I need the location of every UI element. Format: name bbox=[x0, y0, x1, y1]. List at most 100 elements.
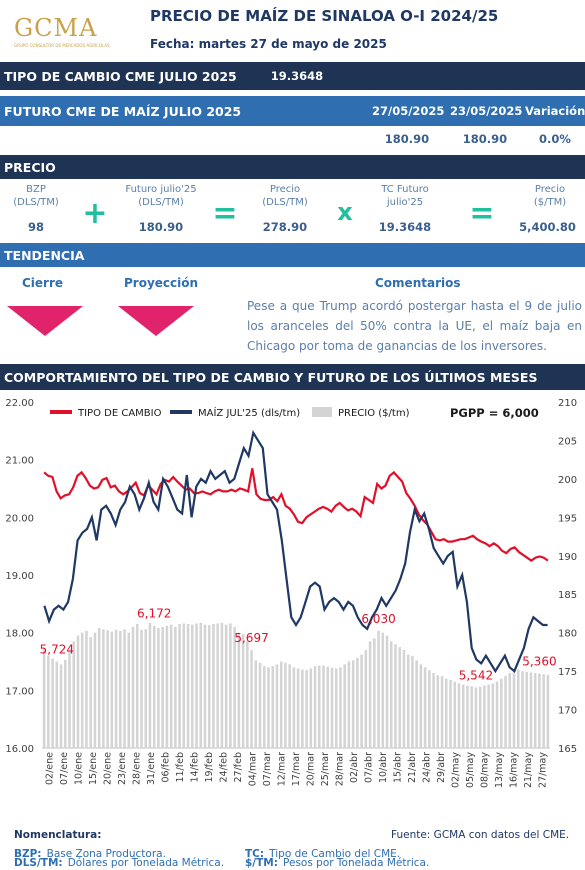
x-tick-label: 28/ene bbox=[131, 752, 142, 785]
footer-bzp: BZP: Base Zona Productora. bbox=[14, 842, 166, 861]
precio-bar: PRECIO bbox=[0, 155, 585, 179]
precio-bar bbox=[538, 673, 541, 748]
precio-bar bbox=[114, 629, 118, 748]
precio-item-bzp-value: 98 bbox=[27, 220, 44, 234]
precio-bar bbox=[229, 623, 232, 748]
precio-bar bbox=[512, 670, 516, 748]
gcma-logo: GCMA GRUPO CONSULTOR DE MERCADOS AGRÍCOL… bbox=[14, 14, 110, 48]
precio-bar bbox=[411, 655, 414, 748]
precio-item-futuro-label: Futuro julio'25 (DLS/TM) bbox=[125, 184, 197, 208]
precio-item-bzp-label: BZP (DLS/TM) bbox=[13, 184, 59, 208]
x-tick-label: 25/mar bbox=[320, 752, 331, 786]
y-right-tick-label: 175 bbox=[558, 667, 577, 678]
source-text: Fuente: GCMA con datos del CME. bbox=[391, 829, 570, 841]
precio-bar bbox=[428, 670, 431, 748]
x-tick-label: 14/feb bbox=[189, 752, 200, 783]
legend-precio-label: PRECIO ($/tm) bbox=[338, 408, 410, 419]
precio-annotation: 6,030 bbox=[361, 612, 395, 626]
precio-bar bbox=[152, 625, 156, 748]
precio-annotation: 6,172 bbox=[137, 607, 171, 621]
precio-bar bbox=[123, 629, 126, 748]
precio-bar bbox=[157, 628, 160, 748]
precio-bar bbox=[106, 630, 109, 748]
precio-bar bbox=[381, 632, 385, 748]
y-left-tick-label: 18.00 bbox=[5, 629, 34, 640]
precio-bar bbox=[364, 649, 368, 748]
y-right-tick-label: 170 bbox=[558, 706, 577, 717]
plus-operator: + bbox=[82, 196, 108, 231]
times-operator: x bbox=[337, 198, 353, 226]
precio-bar bbox=[144, 629, 147, 748]
x-tick-label: 29/abr bbox=[436, 752, 447, 783]
precio-bar bbox=[449, 679, 452, 748]
futuro-col2: 23/05/2025 bbox=[450, 104, 523, 118]
precio-item-tc-label: TC Futuro julio'25 bbox=[381, 184, 429, 208]
precio-bar bbox=[212, 624, 215, 748]
precio-bar bbox=[284, 662, 287, 748]
y-right-tick-label: 185 bbox=[558, 590, 577, 601]
x-tick-label: 24/feb bbox=[218, 752, 229, 783]
precio-bar bbox=[500, 678, 503, 748]
precio-bar bbox=[495, 681, 499, 748]
x-tick-label: 05/may bbox=[465, 752, 476, 788]
x-tick-label: 24/abr bbox=[422, 752, 433, 783]
precio-bar bbox=[385, 635, 389, 748]
precio-bar bbox=[330, 667, 334, 748]
precio-bar bbox=[508, 673, 512, 748]
precio-bar bbox=[423, 667, 427, 748]
precio-bar bbox=[453, 681, 457, 748]
precio-bar bbox=[220, 622, 224, 748]
precio-bar bbox=[478, 686, 482, 748]
precio-bar bbox=[165, 625, 169, 748]
footer-value: Base Zona Productora. bbox=[46, 848, 166, 860]
x-tick-label: 21/may bbox=[523, 752, 534, 788]
precio-bar bbox=[47, 655, 50, 748]
precio-bar bbox=[432, 673, 435, 748]
precio-item-pesos-value: 5,400.80 bbox=[519, 220, 576, 234]
legend-tc-label: TIPO DE CAMBIO bbox=[77, 408, 162, 419]
futuro-col1: 27/05/2025 bbox=[372, 104, 445, 118]
precio-bar bbox=[262, 666, 266, 748]
x-tick-label: 13/may bbox=[494, 752, 505, 788]
precio-bar bbox=[368, 641, 372, 748]
x-tick-label: 11/feb bbox=[175, 752, 186, 783]
precio-bar bbox=[42, 648, 46, 748]
footer-key: TC: bbox=[245, 848, 265, 860]
precio-bar bbox=[246, 641, 249, 748]
y-right-tick-label: 210 bbox=[558, 398, 577, 409]
precio-bar bbox=[237, 632, 241, 748]
x-tick-label: 10/abr bbox=[378, 752, 389, 783]
precio-bar bbox=[68, 651, 71, 748]
footer-pesostm: $/TM: Pesos por Tonelada Métrica. bbox=[245, 851, 429, 870]
precio-bar bbox=[305, 670, 308, 748]
footer-key: BZP: bbox=[14, 848, 42, 860]
precio-bar bbox=[102, 629, 105, 748]
precio-bar bbox=[85, 630, 88, 748]
x-tick-label: 07/abr bbox=[364, 752, 375, 783]
precio-bar bbox=[110, 631, 114, 748]
precio-bar bbox=[292, 667, 296, 748]
precio-annotation: 5,542 bbox=[459, 668, 493, 682]
precio-bar bbox=[461, 684, 465, 748]
precio-bar bbox=[279, 661, 283, 748]
precio-annotation: 5,360 bbox=[522, 655, 556, 669]
equals-operator: = bbox=[212, 196, 238, 231]
precio-bar bbox=[80, 632, 84, 748]
precio-bar bbox=[195, 623, 198, 748]
precio-bar bbox=[334, 668, 338, 748]
precio-bar bbox=[318, 665, 321, 748]
precio-bar bbox=[445, 678, 448, 748]
x-tick-label: 04/mar bbox=[247, 752, 258, 786]
x-tick-label: 10/ene bbox=[73, 752, 84, 785]
x-tick-label: 08/may bbox=[480, 752, 491, 788]
precio-bar bbox=[135, 624, 139, 748]
x-tick-label: 02/ene bbox=[44, 752, 55, 785]
y-right-tick-label: 190 bbox=[558, 552, 577, 563]
precio-bar bbox=[360, 654, 363, 748]
y-left-tick-label: 19.00 bbox=[5, 571, 34, 582]
precio-bar bbox=[169, 624, 173, 748]
footer-value: Tipo de Cambio del CME. bbox=[269, 848, 401, 860]
precio-bar bbox=[491, 683, 495, 748]
proyeccion-down-arrow-icon bbox=[118, 306, 194, 336]
proyeccion-label: Proyección bbox=[124, 276, 199, 290]
